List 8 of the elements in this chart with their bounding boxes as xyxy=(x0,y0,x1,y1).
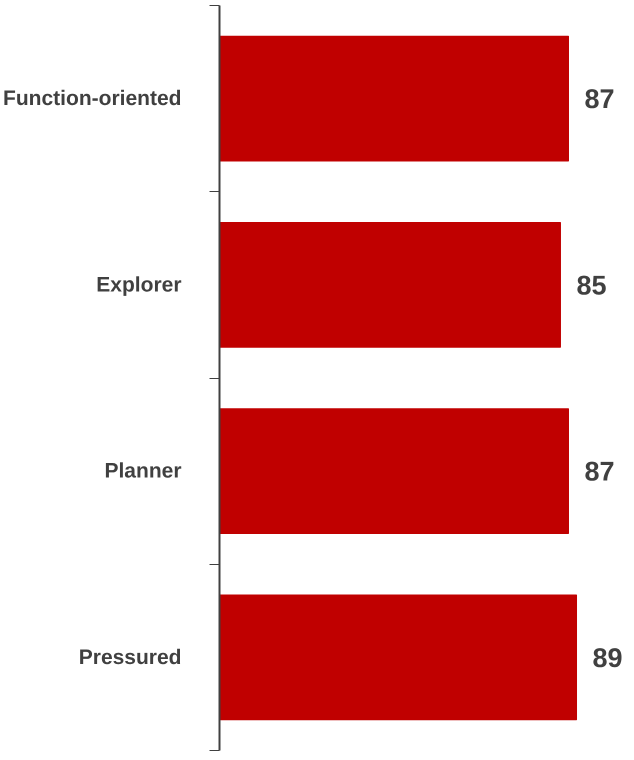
y-tick-label: Planner xyxy=(104,460,182,483)
y-tick-label: Function-oriented xyxy=(3,87,182,110)
y-tick-label: Pressured xyxy=(78,646,182,669)
y-tick-label: Explorer xyxy=(96,273,182,296)
data-label: 87 xyxy=(584,84,615,114)
data-label: 87 xyxy=(584,456,615,487)
data-label: 89 xyxy=(592,642,623,673)
data-label: 85 xyxy=(576,270,607,300)
